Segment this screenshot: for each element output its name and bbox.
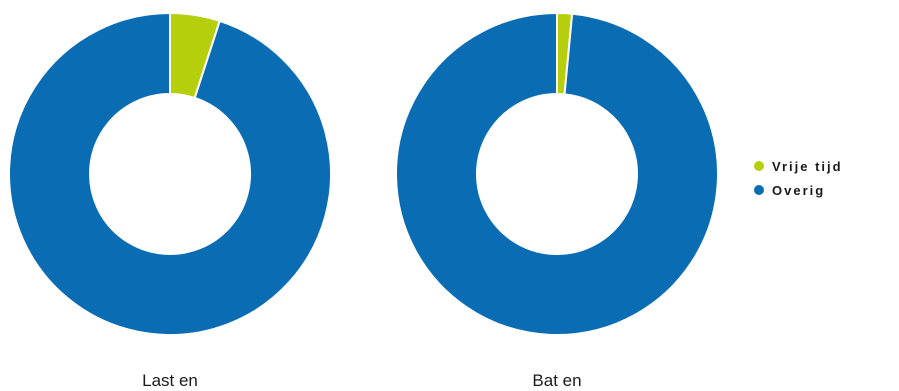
donut-chart-lasten — [8, 11, 332, 336]
legend-marker-overig — [754, 185, 764, 195]
donut-chart-baten — [395, 11, 719, 336]
slice-overig — [8, 11, 332, 336]
chart-title-lasten: Last en — [142, 371, 198, 390]
legend-marker-vrije-tijd — [754, 161, 764, 171]
legend-label-vrije-tijd: Vrije tijd — [772, 159, 843, 174]
legend-label-overig: Overig — [772, 183, 825, 198]
chart-title-baten: Bat en — [532, 371, 581, 390]
slice-overig — [395, 11, 719, 336]
legend: Vrije tijd Overig — [754, 159, 843, 198]
